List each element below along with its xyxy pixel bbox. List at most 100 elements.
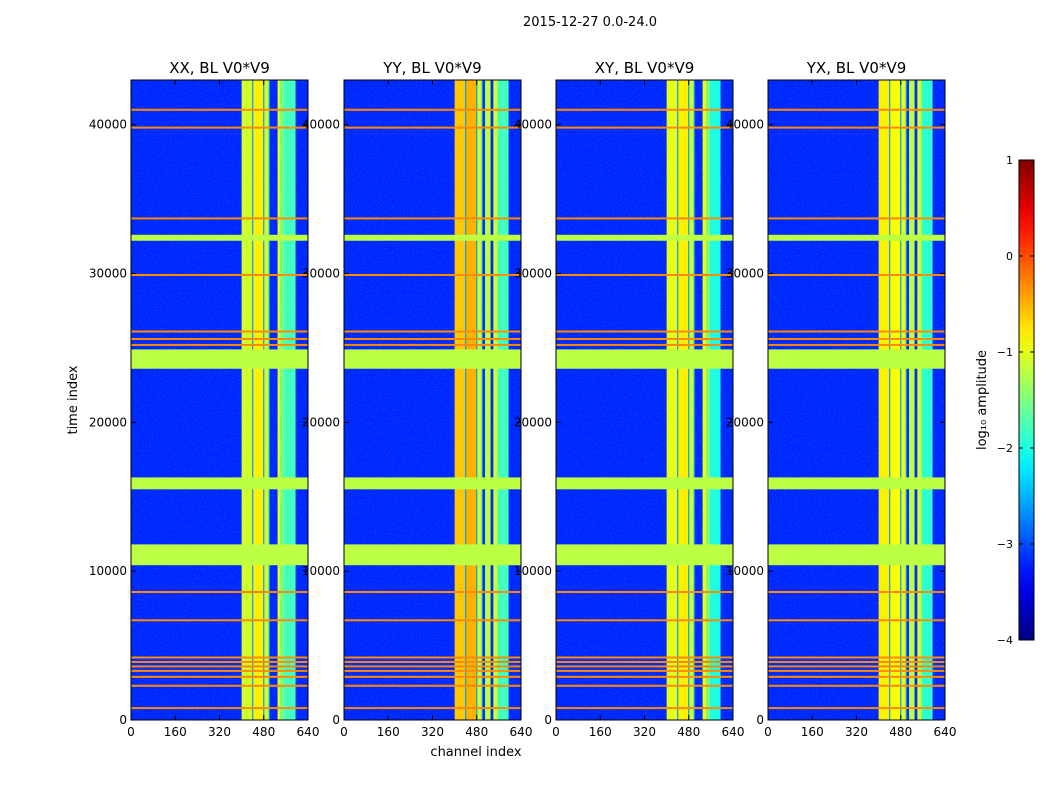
colorbar-tick-label: −4 bbox=[997, 634, 1013, 647]
rfi-time-line bbox=[344, 619, 521, 622]
heatmap-noise bbox=[344, 80, 521, 720]
x-tick-label: 480 bbox=[252, 725, 275, 739]
x-tick-label: 480 bbox=[889, 725, 912, 739]
y-tick-label: 20000 bbox=[302, 415, 340, 429]
x-tick-label: 160 bbox=[164, 725, 187, 739]
rfi-time-line bbox=[344, 669, 521, 672]
y-tick-label: 10000 bbox=[514, 564, 552, 578]
rfi-time-line bbox=[768, 665, 945, 668]
rfi-channel-band bbox=[706, 80, 711, 720]
rfi-time-line bbox=[131, 591, 308, 593]
rfi-time-line bbox=[768, 273, 945, 276]
rfi-time-line bbox=[556, 707, 733, 710]
colorbar-tick-label: 0 bbox=[1006, 250, 1013, 263]
x-tick-label: 160 bbox=[589, 725, 612, 739]
rfi-time-line bbox=[768, 217, 945, 220]
rfi-channel-band bbox=[921, 80, 933, 720]
y-tick-label: 20000 bbox=[726, 415, 764, 429]
y-tick-label: 10000 bbox=[726, 564, 764, 578]
y-tick-label: 40000 bbox=[726, 118, 764, 132]
panel-title: XX, BL V0*V9 bbox=[169, 59, 270, 77]
rfi-time-line bbox=[768, 337, 945, 340]
x-tick-label: 0 bbox=[340, 725, 348, 739]
rfi-channel-band bbox=[677, 80, 689, 720]
flagged-time-range bbox=[131, 477, 308, 490]
rfi-time-line bbox=[556, 619, 733, 622]
rfi-time-line bbox=[131, 684, 308, 687]
flagged-time-range bbox=[556, 544, 733, 566]
heatmap-cells bbox=[344, 80, 521, 720]
rfi-channel-band bbox=[702, 80, 707, 720]
x-tick-label: 320 bbox=[421, 725, 444, 739]
x-tick-label: 160 bbox=[801, 725, 824, 739]
rfi-time-line bbox=[131, 665, 308, 668]
rfi-time-line bbox=[344, 330, 521, 333]
y-tick-label: 0 bbox=[119, 713, 127, 727]
colorbar-tick-label: −3 bbox=[997, 538, 1013, 551]
y-tick-label: 30000 bbox=[89, 266, 127, 280]
rfi-time-line bbox=[131, 669, 308, 672]
colorbar-tick-label: 1 bbox=[1006, 154, 1013, 167]
rfi-time-line bbox=[344, 217, 521, 220]
rfi-time-line bbox=[556, 684, 733, 687]
rfi-time-line bbox=[344, 665, 521, 668]
x-tick-label: 640 bbox=[934, 725, 957, 739]
rfi-time-line bbox=[344, 273, 521, 276]
rfi-time-line bbox=[768, 619, 945, 622]
rfi-time-line bbox=[556, 108, 733, 111]
x-tick-label: 0 bbox=[127, 725, 135, 739]
y-tick-label: 0 bbox=[756, 713, 764, 727]
x-tick-label: 0 bbox=[764, 725, 772, 739]
panel-title: XY, BL V0*V9 bbox=[595, 59, 695, 77]
rfi-channel-band bbox=[485, 80, 491, 720]
rfi-channel-band bbox=[909, 80, 915, 720]
rfi-time-line bbox=[344, 337, 521, 340]
band-gap bbox=[252, 80, 254, 720]
rfi-channel-band bbox=[900, 80, 907, 720]
heatmap-panel: XX, BL V0*V9 0 160 320 480 640 0 10000 20000 3000… bbox=[89, 59, 320, 739]
rfi-channel-band bbox=[493, 80, 498, 720]
rfi-channel-band bbox=[280, 80, 285, 720]
y-tick-label: 30000 bbox=[514, 266, 552, 280]
rfi-channel-band bbox=[497, 80, 509, 720]
rfi-time-line bbox=[768, 656, 945, 659]
flagged-time-range bbox=[131, 544, 308, 566]
heatmap-panel: XY, BL V0*V9 0 160 320 480 640 0 10000 20000 3000… bbox=[514, 59, 745, 739]
band-gap bbox=[693, 80, 695, 720]
rfi-time-line bbox=[131, 330, 308, 333]
x-tick-label: 480 bbox=[465, 725, 488, 739]
band-gap bbox=[268, 80, 270, 720]
rfi-channel-band bbox=[465, 80, 477, 720]
rfi-time-line bbox=[131, 108, 308, 111]
rfi-channel-band bbox=[263, 80, 270, 720]
x-tick-label: 160 bbox=[377, 725, 400, 739]
flagged-time-range bbox=[344, 234, 521, 241]
x-tick-label: 480 bbox=[677, 725, 700, 739]
rfi-time-line bbox=[131, 675, 308, 678]
rfi-channel-band bbox=[284, 80, 296, 720]
y-tick-label: 40000 bbox=[514, 118, 552, 132]
rfi-time-line bbox=[556, 217, 733, 220]
y-axis-label: time index bbox=[66, 365, 81, 434]
y-tick-label: 40000 bbox=[89, 118, 127, 132]
flagged-time-range bbox=[556, 477, 733, 490]
rfi-time-line bbox=[131, 217, 308, 220]
rfi-time-line bbox=[768, 126, 945, 129]
y-tick-label: 30000 bbox=[302, 266, 340, 280]
rfi-time-line bbox=[556, 126, 733, 129]
rfi-time-line bbox=[556, 669, 733, 672]
heatmap-panels: XX, BL V0*V9 0 160 320 480 640 0 10000 20000 3000… bbox=[89, 59, 957, 739]
rfi-time-line bbox=[556, 660, 733, 663]
rfi-time-line bbox=[556, 591, 733, 593]
y-tick-label: 30000 bbox=[726, 266, 764, 280]
rfi-channel-band bbox=[252, 80, 264, 720]
y-tick-label: 40000 bbox=[302, 118, 340, 132]
rfi-time-line bbox=[131, 656, 308, 659]
y-tick-label: 20000 bbox=[89, 415, 127, 429]
flagged-time-range bbox=[344, 544, 521, 566]
rfi-time-line bbox=[768, 343, 945, 346]
y-tick-label: 0 bbox=[544, 713, 552, 727]
rfi-time-line bbox=[344, 108, 521, 111]
rfi-time-line bbox=[344, 684, 521, 687]
rfi-time-line bbox=[131, 126, 308, 129]
